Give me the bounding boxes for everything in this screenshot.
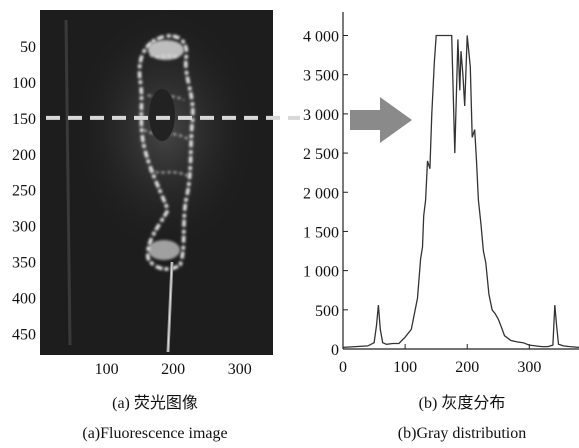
- panel-b-x-tick-label: 300: [517, 359, 541, 376]
- panel-b-y-tick-label: 1 000: [303, 264, 339, 281]
- cell-bright-top: [148, 40, 184, 60]
- panel-b-y-tick-label: 3 500: [303, 68, 339, 85]
- panel-a-y-tick-label: 150: [12, 111, 36, 128]
- panel-b-y-ticks: 0 500 1 000 1 500 2 000 2 500 3 000 3 500 4 000: [303, 29, 348, 359]
- panel-b-y-tick-label: 2 000: [303, 185, 339, 202]
- arrow-icon: [350, 97, 412, 143]
- caption-b-cn: (b) 灰度分布: [419, 394, 506, 412]
- panel-b-x-tick-label: 100: [393, 359, 417, 376]
- panel-a-y-tick-label: 350: [12, 255, 36, 272]
- panel-a-y-tick-label: 250: [12, 183, 36, 200]
- panel-b-y-tick-label: 500: [315, 303, 339, 320]
- panel-b-y-tick-label: 4 000: [303, 29, 339, 46]
- panel-a-y-tick-label: 100: [12, 75, 36, 92]
- gray-distribution-line: [342, 34, 579, 349]
- cell-dark-nucleus: [149, 89, 175, 141]
- panel-b-x-ticks: 0 100 200 300: [339, 344, 541, 376]
- faint-left-streak: [64, 19, 72, 346]
- panel-a-x-tick-label: 100: [95, 361, 119, 378]
- panel-b-x-tick-label: 200: [455, 359, 479, 376]
- panel-a-y-tick-label: 450: [12, 326, 36, 343]
- panel-a-x-ticks: 100 200 300: [95, 361, 252, 378]
- panel-a-x-tick-label: 200: [161, 361, 185, 378]
- panel-a-y-tick-label: 300: [12, 219, 36, 236]
- panel-a-y-tick-label: 400: [12, 291, 36, 308]
- caption-a-cn: (a) 荧光图像: [112, 394, 198, 412]
- panel-a-y-tick-label: 50: [20, 39, 36, 56]
- panel-b-y-tick-label: 1 500: [303, 224, 339, 241]
- panel-b-y-tick-label: 3 000: [303, 107, 339, 124]
- panel-b-x-tick-label: 0: [339, 359, 347, 376]
- panel-a-y-tick-label: 200: [12, 147, 36, 164]
- fluorescence-panel: 50 100 150 200 250 300 350 400 450 100 200 300: [12, 10, 300, 378]
- fluorescence-image-content: [64, 10, 255, 353]
- panel-a-y-ticks: 50 100 150 200 250 300 350 400 450: [12, 39, 36, 344]
- cell-tail-core: [167, 261, 173, 353]
- panel-a-x-tick-label: 300: [228, 361, 252, 378]
- panel-b-y-tick-label: 2 500: [303, 146, 339, 163]
- cell-outline: [137, 34, 195, 271]
- panel-b-y-tick-label: 0: [331, 342, 339, 359]
- caption-a-en: (a)Fluorescence image: [82, 425, 227, 442]
- caption-b-en: (b)Gray distribution: [398, 425, 526, 442]
- cell-bright-bottom: [148, 240, 180, 260]
